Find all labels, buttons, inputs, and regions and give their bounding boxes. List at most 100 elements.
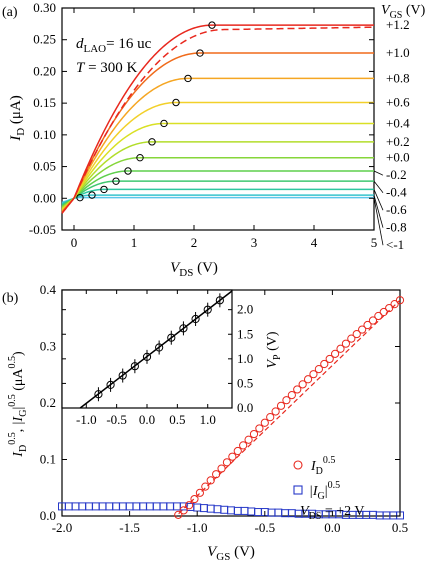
curve-vgs-+0.0 xyxy=(61,156,374,208)
id-point xyxy=(195,488,205,497)
inset-x-tick-label: 0.0 xyxy=(139,412,155,427)
curve-vgs--0.8 xyxy=(61,194,374,205)
legend-label-+1.0: +1.0 xyxy=(386,45,410,60)
panel-a-legend: +1.2 +1.0 +0.8 +0.6 +0.4 +0.2+0.0 -0.2 -0.4 -0.6… xyxy=(373,17,410,252)
a-y-tick-label: 0.20 xyxy=(33,63,56,78)
legend-label--0.8: -0.8 xyxy=(386,220,407,235)
id-point xyxy=(244,435,253,444)
panel-a-label: (a) xyxy=(2,5,18,20)
id-point xyxy=(239,441,248,450)
sat-point--0.4 xyxy=(112,177,120,185)
ig-point xyxy=(267,508,276,517)
curve-vgs-+0.6 xyxy=(61,101,374,211)
legend-label-+0.2: +0.2 xyxy=(386,134,410,149)
sat-point--0.2 xyxy=(124,167,132,175)
ig-point xyxy=(105,502,114,511)
curve-vgs--0.6 xyxy=(61,188,374,206)
id-point xyxy=(255,424,264,433)
inset-point xyxy=(155,343,164,352)
inset-y-tick-label: 1.5 xyxy=(237,326,253,341)
legend-ig-marker xyxy=(293,485,303,495)
b-x-tick-label: -2.0 xyxy=(52,520,73,535)
id-point xyxy=(390,300,399,309)
ig-point xyxy=(220,505,229,514)
b-y-tick-label: 0.2 xyxy=(40,395,56,410)
legend-label-+0.4: +0.4 xyxy=(386,115,410,130)
id-point xyxy=(336,344,345,353)
legend-label-+0.0: +0.0 xyxy=(386,150,410,165)
inset-point xyxy=(203,305,212,314)
id-point xyxy=(374,311,383,321)
legend-label-+0.6: +0.6 xyxy=(386,95,410,110)
b-y-tick-label: 0.0 xyxy=(40,508,56,523)
id-point xyxy=(228,452,237,461)
curve-vgs--0.4 xyxy=(61,180,374,207)
sat-point-+0.2 xyxy=(148,138,156,146)
id-point xyxy=(184,501,194,510)
b-x-tick-label: -0.5 xyxy=(255,520,276,535)
inset-point xyxy=(167,333,176,342)
ig-point xyxy=(199,504,208,513)
id-point xyxy=(174,510,183,519)
id-point xyxy=(303,375,313,384)
curve-vgs-+1.0 xyxy=(61,52,374,213)
id-point xyxy=(363,320,372,330)
ig-point xyxy=(368,510,377,519)
id-point xyxy=(309,370,318,379)
legend-ig-label: |IG|0.5 xyxy=(309,480,340,502)
a-x-tick-label: 1 xyxy=(131,235,138,250)
b-y-tick-label: 0.3 xyxy=(40,339,56,354)
id-point xyxy=(347,334,356,343)
id-point xyxy=(368,316,378,325)
id-point xyxy=(201,482,210,491)
a-y-tick-label: -0.05 xyxy=(29,222,56,237)
ig-point xyxy=(159,502,168,511)
id-point xyxy=(385,303,394,313)
ig-point xyxy=(145,502,154,511)
inset-frame xyxy=(61,289,233,409)
legend-leader--0.8 xyxy=(373,195,384,228)
panel-b-legend: ID0.5 |IG|0.5 VDS = +2 V xyxy=(293,455,365,522)
id-point xyxy=(395,296,405,305)
inset-x-tick-label: 0.5 xyxy=(169,412,185,427)
curve-vgs-+1.2 xyxy=(61,24,374,214)
curve-vgs-+0.8 xyxy=(61,77,374,212)
ig-point xyxy=(274,508,283,517)
panel-b-label: (b) xyxy=(2,291,19,306)
curve-vgs-dashed-+1.2 xyxy=(61,26,375,214)
inset-point xyxy=(94,390,103,399)
inset-y-label: VP (V) xyxy=(265,331,283,368)
id-point xyxy=(293,385,302,394)
legend-label--0.6: -0.6 xyxy=(386,202,407,217)
id-point xyxy=(358,325,367,334)
ig-point xyxy=(240,506,249,515)
b-x-tick-label: 0.0 xyxy=(324,520,340,535)
ig-point xyxy=(78,502,87,511)
a-y-tick-label: 0.30 xyxy=(33,0,56,15)
a-x-tick-label: 4 xyxy=(311,235,318,250)
id-point xyxy=(298,380,307,389)
inset-x-tick-label: -0.5 xyxy=(106,412,127,427)
ig-point xyxy=(213,505,222,514)
ig-point xyxy=(85,502,94,511)
legend-label-+0.8: +0.8 xyxy=(386,70,410,85)
inset-x-tick-label: 1.0 xyxy=(200,412,216,427)
panel-b-y-ticks: 0.0 0.1 0.2 0.3 0.4 xyxy=(40,282,400,523)
panel-a: (a) 0 1 2 3 4 5 -0.05 0.00 0.05 0.10 0.15 0.20 0.25… xyxy=(2,0,426,279)
sat-point-+0.8 xyxy=(184,74,192,83)
id-point xyxy=(314,365,323,374)
panel-a-curves xyxy=(61,21,375,214)
inset-point xyxy=(179,324,188,333)
ig-point xyxy=(247,507,256,516)
sat-point-+1.0 xyxy=(196,49,204,57)
id-point xyxy=(206,476,215,485)
ig-point xyxy=(91,502,100,511)
ig-point xyxy=(193,503,202,512)
legend-label-+1.2: +1.2 xyxy=(386,17,410,32)
id-point xyxy=(233,446,242,456)
inset-y-tick-label: 0.5 xyxy=(237,375,253,390)
vgs-legend-header: VGS (V) xyxy=(381,3,426,21)
legend-label--0.2: -0.2 xyxy=(386,167,407,182)
sat-point-+0.6 xyxy=(172,98,180,107)
